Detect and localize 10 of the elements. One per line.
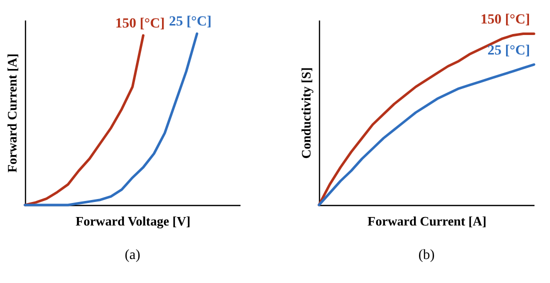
text: (a): [124, 248, 141, 263]
text: (b): [418, 248, 435, 263]
series-label: 25 [°C]: [169, 14, 212, 30]
series-label: 150 [°C]: [115, 16, 165, 32]
x-axis-title: Forward Current [A]: [368, 214, 486, 228]
y-axis-title: Conductivity [S]: [298, 67, 314, 159]
x-axis-title: Forward Voltage [V]: [76, 214, 190, 228]
y-axis-title: Forward Current [A]: [4, 54, 20, 172]
series-label: 150 [°C]: [480, 12, 530, 28]
series-label: 25 [°C]: [487, 44, 530, 59]
